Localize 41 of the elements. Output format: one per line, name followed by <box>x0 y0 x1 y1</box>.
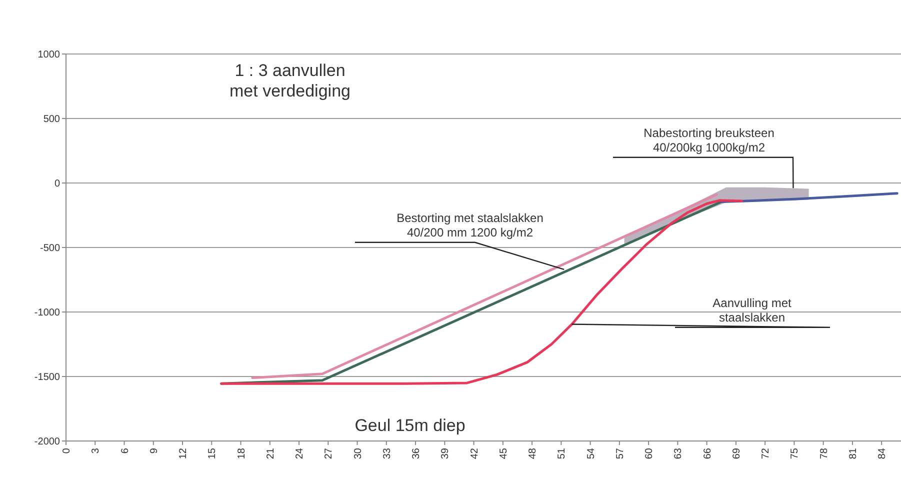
x-tick-label: 18 <box>236 448 248 460</box>
annotation: Geul 15m diep <box>354 416 466 436</box>
y-tick-label: -500 <box>40 243 60 254</box>
x-tick-label: 36 <box>411 448 422 460</box>
x-tick-label: 9 <box>148 448 160 454</box>
x-tick-label: 24 <box>294 448 306 460</box>
x-tick-label: 42 <box>469 448 480 460</box>
annotation: Bestorting met staalslakken 40/200 mm 1200 kg/m2 <box>396 211 544 240</box>
x-tick-label: 21 <box>265 448 276 460</box>
x-tick-label: 63 <box>673 448 684 460</box>
x-tick-label: 12 <box>178 448 190 460</box>
x-tick-label: 27 <box>324 448 335 460</box>
x-tick-label: 84 <box>877 448 888 460</box>
x-tick-label: 66 <box>702 448 714 460</box>
y-tick-label: 0 <box>54 178 60 190</box>
annotation: Nabestorting breuksteen 40/200kg 1000kg/m2 <box>644 126 774 155</box>
annotation: 1 : 3 aanvullen met verdediging <box>230 60 350 100</box>
y-tick-label: -1500 <box>34 372 60 383</box>
x-tick-label: 45 <box>498 448 510 460</box>
y-tick-label: 1000 <box>38 50 60 60</box>
x-tick-label: 72 <box>760 448 772 460</box>
x-tick-label: 3 <box>90 448 102 454</box>
x-tick-label: 57 <box>614 448 626 460</box>
x-tick-label: 30 <box>352 448 364 460</box>
annotation: Aanvulling met staalslakken <box>712 296 792 325</box>
y-tick-label: -1000 <box>34 308 60 318</box>
x-tick-label: 81 <box>848 448 859 460</box>
x-tick-label: 15 <box>207 448 218 460</box>
x-tick-label: 69 <box>731 448 742 460</box>
x-tick-label: 48 <box>528 448 539 460</box>
y-tick-label: 500 <box>43 114 60 125</box>
x-tick-label: 51 <box>556 448 568 460</box>
x-tick-label: 60 <box>644 448 656 460</box>
x-tick-label: 39 <box>440 448 452 460</box>
x-tick-label: 6 <box>120 448 131 454</box>
x-tick-label: 33 <box>382 448 393 460</box>
x-tick-label: 0 <box>62 448 72 454</box>
x-tick-label: 54 <box>586 448 597 460</box>
x-tick-label: 78 <box>818 448 830 460</box>
x-tick-label: 75 <box>790 448 801 460</box>
y-tick-label: -2000 <box>34 436 60 448</box>
